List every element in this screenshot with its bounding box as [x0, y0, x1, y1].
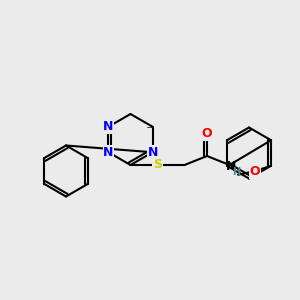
- Text: N: N: [103, 146, 114, 159]
- Text: O: O: [202, 127, 212, 140]
- Text: N: N: [226, 160, 236, 173]
- Text: O: O: [249, 165, 260, 178]
- Text: S: S: [153, 158, 162, 172]
- Text: H: H: [232, 167, 240, 177]
- Text: N: N: [103, 120, 114, 133]
- Text: N: N: [147, 146, 158, 159]
